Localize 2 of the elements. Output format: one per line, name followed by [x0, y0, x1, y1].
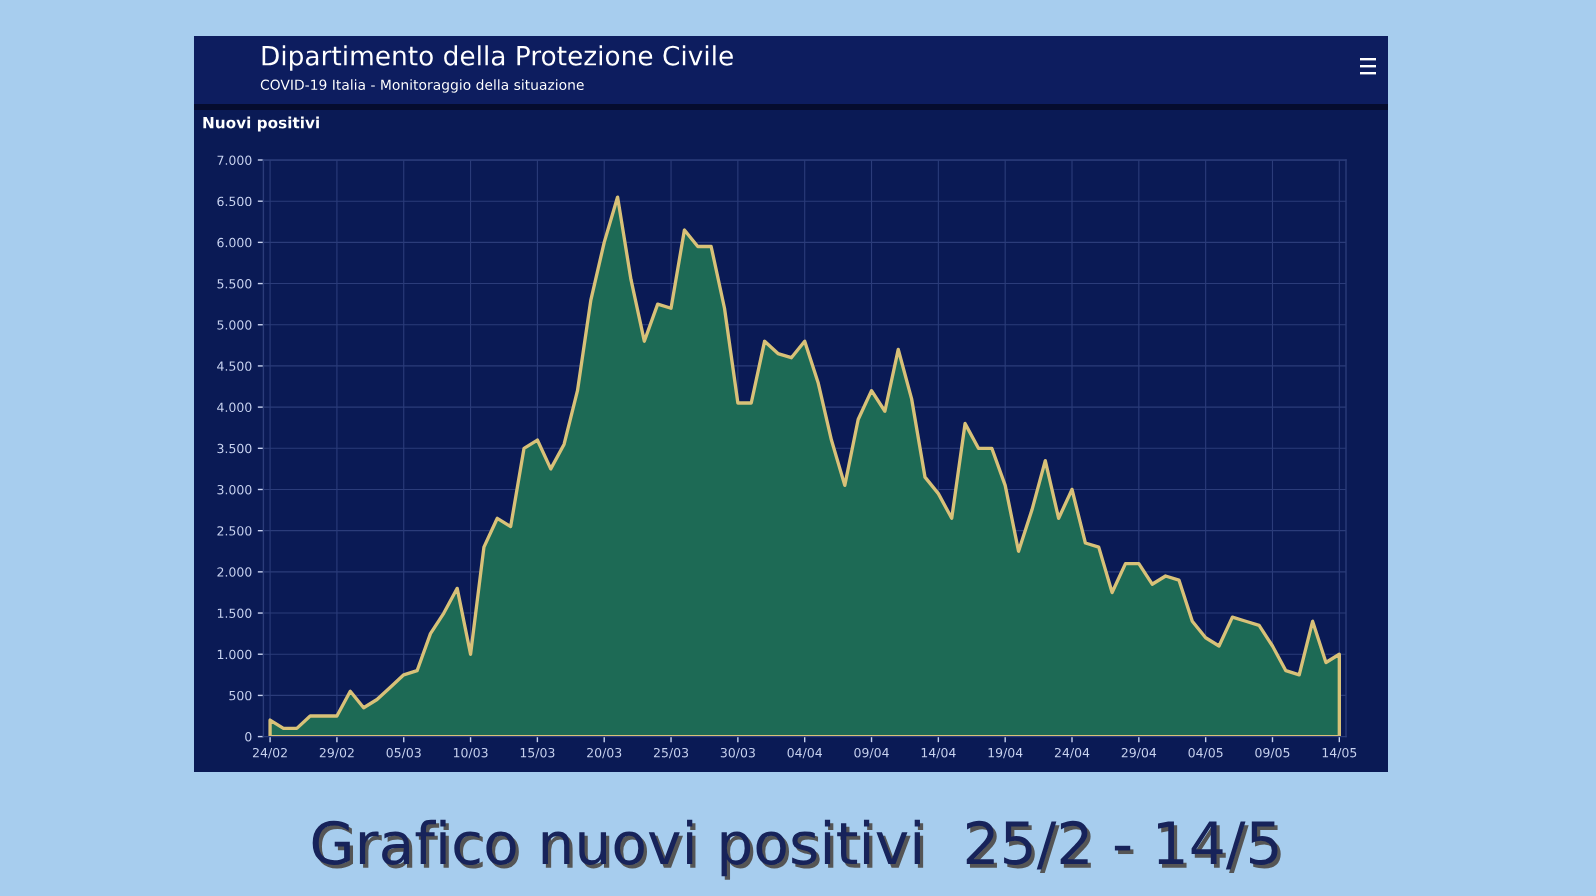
- text: Dipartimento della Protezione Civile: [262, 45, 733, 71]
- text: Grafico nuovi positivi 25/2 - 14/5: [312, 819, 1278, 877]
